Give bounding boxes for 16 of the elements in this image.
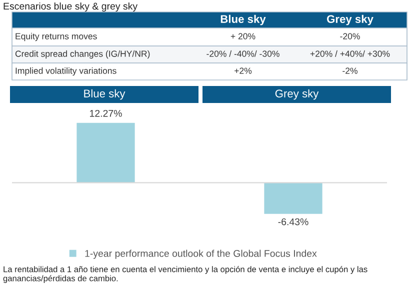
text: + 20% <box>230 33 256 40</box>
legend-label: 1-year performance outlook of the Global Focus Index <box>85 250 317 259</box>
text: Grey sky <box>326 14 374 26</box>
text: Equity returns moves <box>16 32 97 42</box>
text: Credit spread changes (IG/HY/NR) <box>15 50 150 59</box>
data-label: -6.43% <box>278 218 308 226</box>
text: -20% / -40%/ -30% <box>206 50 280 57</box>
text: -2% <box>342 68 358 74</box>
text: La rentabilidad a 1 año tiene en cuenta el vencimiento y la opción de venta e incluye el cupón y las ganancias/pérdidas de cambio. <box>3 266 368 283</box>
text: Blue sky <box>220 14 266 26</box>
data-label: 12.27% <box>90 110 122 117</box>
text: +20% / +40%/ +30% <box>310 50 390 57</box>
chart-title: Escenarios blue sky & grey sky <box>4 2 138 12</box>
text: +2% <box>234 68 252 74</box>
text: Implied volatility variations <box>16 67 116 76</box>
text: -20% <box>340 33 360 40</box>
